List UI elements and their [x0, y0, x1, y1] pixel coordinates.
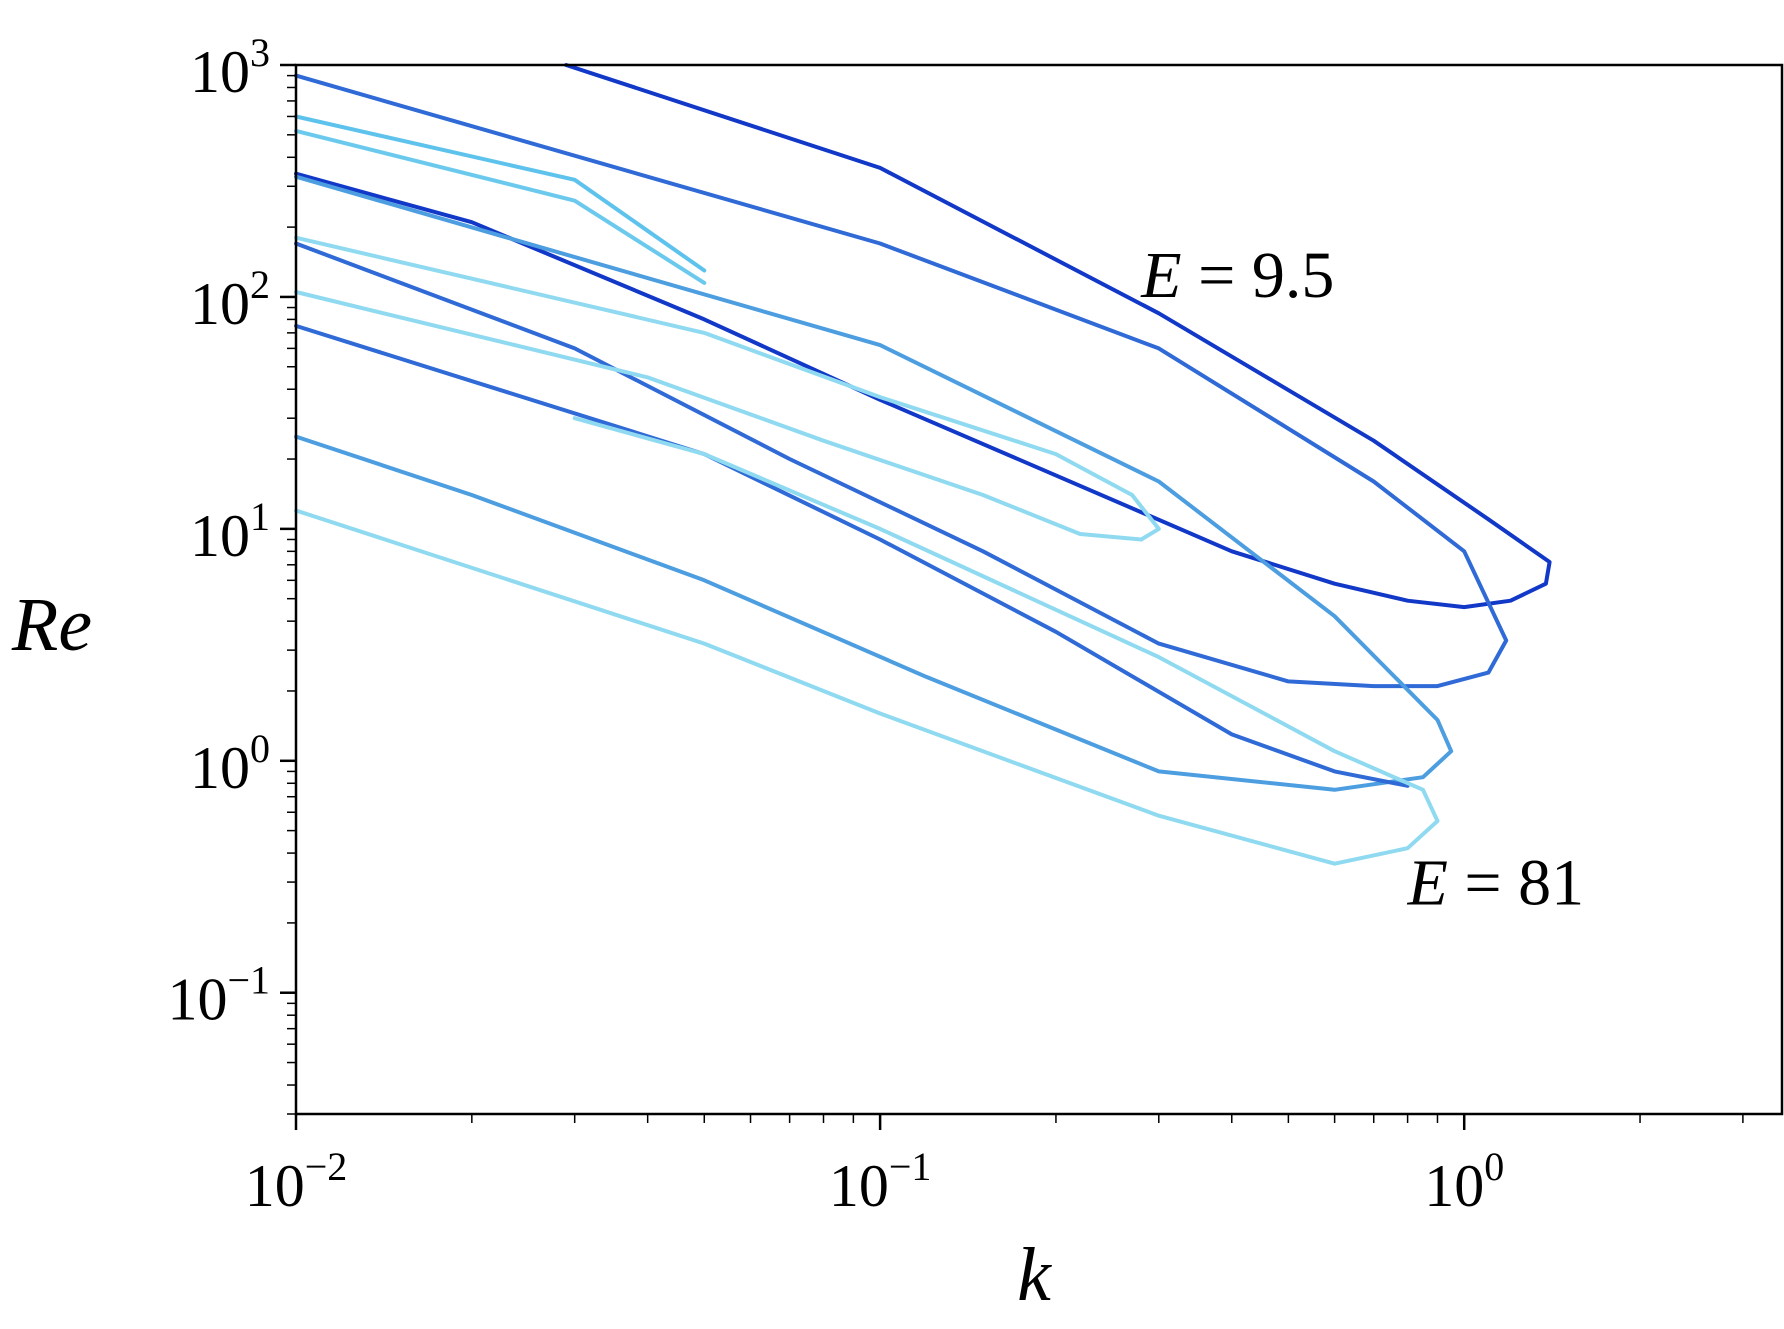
annotations: E = 9.5 E = 81 [1140, 239, 1584, 920]
y-axis-title: Re [11, 583, 92, 667]
x-axis-title: k [1017, 1233, 1052, 1317]
series-line-6 [294, 235, 1161, 542]
series-line-5 [294, 174, 1454, 792]
x-tick-label: 10−2 [245, 1144, 348, 1219]
annotation-1: E = 9.5 [1140, 239, 1334, 312]
y-tick-label: 10−1 [167, 958, 270, 1033]
y-tick-label: 101 [190, 494, 270, 569]
plot-frame [294, 63, 1784, 1116]
series-line-3 [294, 114, 707, 273]
series-layer [294, 63, 1552, 866]
y-tick-labels: 10−1 100 101 102 103 [167, 30, 270, 1033]
series-line-4 [294, 128, 707, 285]
series-line-2 [294, 73, 1509, 689]
x-tick-label: 100 [1424, 1144, 1504, 1219]
y-tick-label: 102 [190, 262, 270, 337]
minor-ticks [287, 74, 1744, 1123]
y-tick-label: 100 [190, 726, 270, 801]
y-tick-label: 103 [190, 30, 270, 105]
major-ticks [280, 63, 1466, 1130]
x-tick-labels: 10−2 10−1 100 [245, 1144, 1504, 1219]
annotation-2: E = 81 [1407, 847, 1585, 920]
series-line-8 [294, 416, 1440, 866]
x-tick-label: 10−1 [829, 1144, 932, 1219]
series-line-1 [294, 63, 1552, 610]
